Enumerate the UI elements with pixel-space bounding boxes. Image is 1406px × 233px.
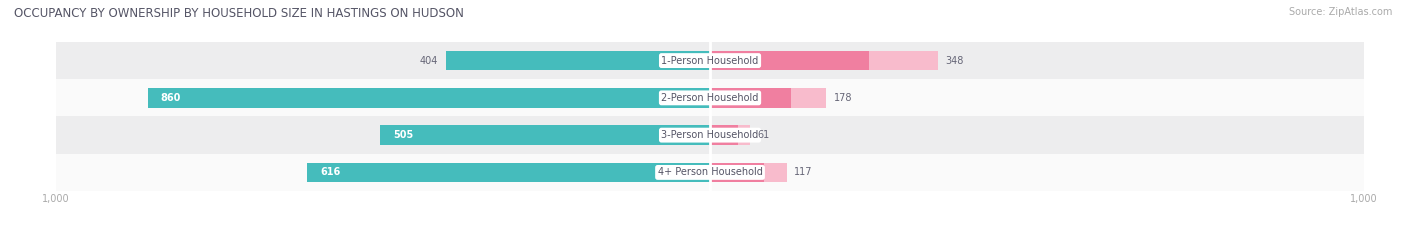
Text: 616: 616 [321,168,340,177]
Bar [710,125,749,145]
Bar [446,51,710,70]
Text: 860: 860 [160,93,181,103]
Text: 1-Person Household: 1-Person Household [661,56,759,65]
Text: 4+ Person Household: 4+ Person Household [658,168,762,177]
Text: 2-Person Household: 2-Person Household [661,93,759,103]
Bar [56,42,1364,79]
Bar [710,88,827,108]
Bar [308,163,710,182]
Text: Source: ZipAtlas.com: Source: ZipAtlas.com [1288,7,1392,17]
Bar [710,51,869,70]
Bar [710,51,938,70]
Bar [56,79,1364,116]
Text: 117: 117 [794,168,813,177]
Text: 178: 178 [834,93,853,103]
Bar [148,88,710,108]
Bar [56,154,1364,191]
Text: 61: 61 [758,130,770,140]
Text: 404: 404 [419,56,439,65]
Text: 3-Person Household: 3-Person Household [661,130,759,140]
Text: 505: 505 [392,130,413,140]
Bar [710,163,786,182]
Bar [710,125,738,145]
Text: 348: 348 [945,56,963,65]
Bar [710,163,763,182]
Text: OCCUPANCY BY OWNERSHIP BY HOUSEHOLD SIZE IN HASTINGS ON HUDSON: OCCUPANCY BY OWNERSHIP BY HOUSEHOLD SIZE… [14,7,464,20]
Bar [56,116,1364,154]
Bar [380,125,710,145]
Bar [710,88,792,108]
